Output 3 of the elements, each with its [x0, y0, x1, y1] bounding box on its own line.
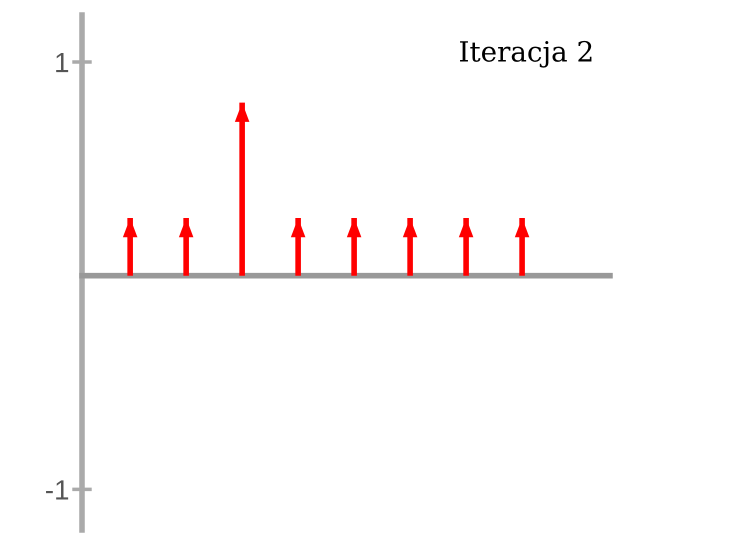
y-tick-label: 1	[56, 52, 68, 72]
text: Iteracja 2	[460, 40, 592, 68]
y-tick-label: -1	[46, 480, 68, 500]
